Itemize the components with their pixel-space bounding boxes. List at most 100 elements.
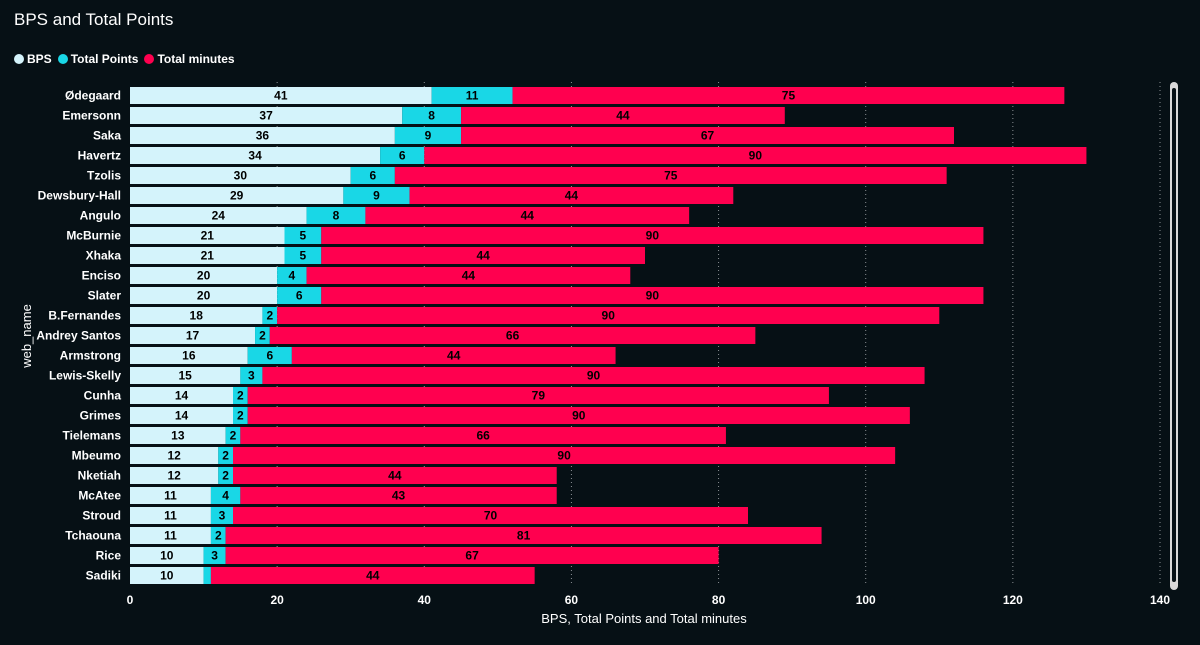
- legend-item-total-minutes[interactable]: Total minutes: [144, 52, 235, 66]
- category-label: Slater: [88, 289, 122, 303]
- data-label: 67: [465, 549, 479, 563]
- bar-segment[interactable]: [380, 147, 425, 164]
- bar-segment[interactable]: [284, 227, 322, 244]
- bar-segment[interactable]: [394, 127, 462, 144]
- data-label: 11: [164, 509, 177, 523]
- data-label: 15: [178, 369, 192, 383]
- bar-segment[interactable]: [225, 547, 719, 564]
- bar-segment[interactable]: [321, 287, 984, 304]
- bar-segment[interactable]: [130, 427, 226, 444]
- scrollbar-thumb[interactable]: [1172, 88, 1176, 582]
- bar-segment[interactable]: [233, 507, 748, 524]
- bar-segment[interactable]: [233, 407, 248, 424]
- bar-segment[interactable]: [431, 87, 513, 104]
- bar-segment[interactable]: [130, 267, 278, 284]
- bar-segment[interactable]: [130, 127, 395, 144]
- legend-dot-total-minutes-icon: [144, 54, 155, 64]
- bar-segment[interactable]: [233, 447, 896, 464]
- legend-dot-total-points-icon: [57, 54, 68, 64]
- bar-segment[interactable]: [130, 247, 285, 264]
- bar-segment[interactable]: [365, 207, 690, 224]
- bar-segment[interactable]: [225, 427, 241, 444]
- bar-segment[interactable]: [424, 147, 1087, 164]
- bar-segment[interactable]: [277, 267, 307, 284]
- bar-segment[interactable]: [130, 407, 233, 424]
- bar-segment[interactable]: [210, 487, 241, 504]
- bar-segment[interactable]: [130, 167, 351, 184]
- bar-segment[interactable]: [247, 347, 292, 364]
- data-label: 75: [782, 89, 796, 103]
- bar-segment[interactable]: [130, 507, 211, 524]
- bar-segment[interactable]: [225, 527, 822, 544]
- bar-segment[interactable]: [240, 487, 557, 504]
- data-label: 44: [462, 269, 476, 283]
- bar-segment[interactable]: [306, 207, 366, 224]
- bar-segment[interactable]: [130, 287, 278, 304]
- bar-segment[interactable]: [130, 347, 248, 364]
- legend[interactable]: BPS Total Points Total minutes: [14, 52, 241, 66]
- bar-segment[interactable]: [291, 347, 616, 364]
- bar-segment[interactable]: [461, 127, 954, 144]
- bar-segment[interactable]: [262, 307, 278, 324]
- data-label: 16: [182, 349, 196, 363]
- bar-segment[interactable]: [277, 307, 940, 324]
- data-label: 9: [425, 129, 432, 143]
- data-label: 8: [333, 209, 340, 223]
- bar-segment[interactable]: [402, 107, 462, 124]
- bar-segment[interactable]: [130, 487, 211, 504]
- bar-segment[interactable]: [203, 567, 211, 584]
- bar-segment[interactable]: [130, 307, 263, 324]
- bar-segment[interactable]: [210, 507, 233, 524]
- bar-segment[interactable]: [130, 567, 204, 584]
- data-label: 10: [160, 569, 174, 583]
- bar-segment[interactable]: [321, 227, 984, 244]
- bar-segment[interactable]: [306, 267, 631, 284]
- data-label: 90: [646, 289, 660, 303]
- bar-segment[interactable]: [461, 107, 785, 124]
- bar-segment[interactable]: [218, 467, 233, 484]
- bar-segment[interactable]: [130, 527, 211, 544]
- data-label: 10: [160, 549, 174, 563]
- bar-segment[interactable]: [350, 167, 395, 184]
- bar-segment[interactable]: [130, 87, 432, 104]
- bar-segment[interactable]: [218, 447, 233, 464]
- bar-segment[interactable]: [130, 187, 344, 204]
- bar-segment[interactable]: [409, 187, 734, 204]
- category-label: Tchaouna: [65, 529, 121, 543]
- bar-segment[interactable]: [284, 247, 322, 264]
- bar-segment[interactable]: [262, 367, 925, 384]
- bar-segment[interactable]: [240, 427, 726, 444]
- data-label: 4: [222, 489, 229, 503]
- vertical-scrollbar[interactable]: [1170, 82, 1178, 590]
- category-label: Havertz: [78, 149, 121, 163]
- bar-segment[interactable]: [130, 207, 307, 224]
- legend-item-total-points[interactable]: Total Points: [57, 52, 138, 66]
- bar-segment[interactable]: [130, 147, 381, 164]
- bar-segment[interactable]: [130, 107, 403, 124]
- bar-segment[interactable]: [321, 247, 645, 264]
- bar-segment[interactable]: [255, 327, 270, 344]
- bar-segment[interactable]: [130, 447, 219, 464]
- bar-segment[interactable]: [233, 387, 248, 404]
- bar-segment[interactable]: [394, 167, 947, 184]
- bar-segment[interactable]: [512, 87, 1065, 104]
- bar-segment[interactable]: [247, 387, 829, 404]
- category-label: McAtee: [78, 489, 121, 503]
- bar-segment[interactable]: [130, 227, 285, 244]
- bar-segment[interactable]: [343, 187, 410, 204]
- bar-segment[interactable]: [240, 367, 263, 384]
- bar-segment[interactable]: [210, 567, 535, 584]
- bar-segment[interactable]: [203, 547, 226, 564]
- bar-segment[interactable]: [130, 387, 233, 404]
- bar-segment[interactable]: [210, 527, 226, 544]
- bar-segment[interactable]: [130, 327, 256, 344]
- bar-segment[interactable]: [130, 367, 241, 384]
- bar-segment[interactable]: [247, 407, 910, 424]
- bar-segment[interactable]: [277, 287, 322, 304]
- data-label: 4: [289, 269, 296, 283]
- bar-segment[interactable]: [130, 547, 204, 564]
- legend-item-bps[interactable]: BPS: [14, 52, 52, 66]
- bar-segment[interactable]: [233, 467, 557, 484]
- bar-segment[interactable]: [130, 467, 219, 484]
- bar-segment[interactable]: [269, 327, 756, 344]
